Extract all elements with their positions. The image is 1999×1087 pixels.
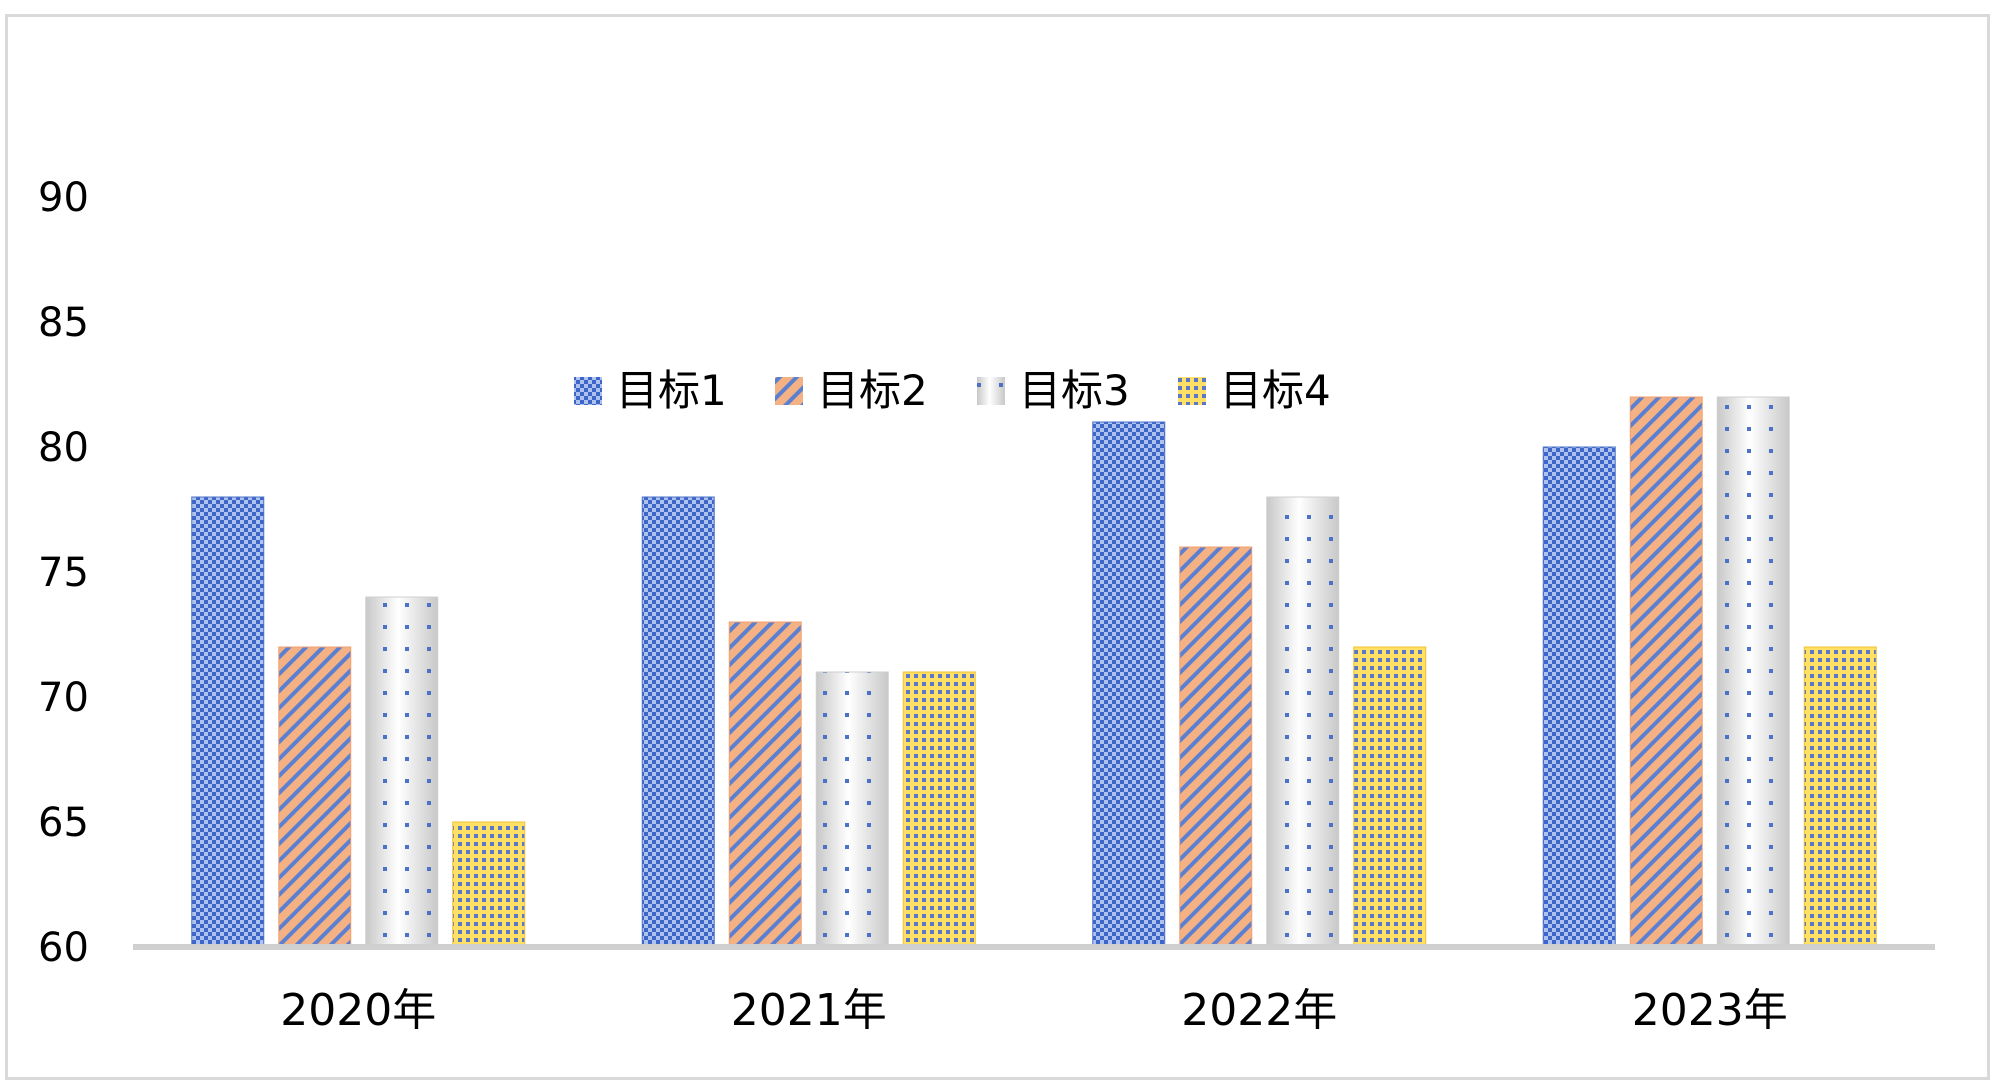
legend-swatch xyxy=(775,377,803,405)
y-tick-label: 90 xyxy=(38,175,89,221)
bar xyxy=(815,671,889,948)
y-tick-label: 60 xyxy=(38,925,89,971)
bar xyxy=(1266,496,1340,948)
legend-swatch xyxy=(1178,377,1206,405)
bar xyxy=(365,596,439,948)
y-tick-label: 85 xyxy=(38,300,89,346)
legend-label: 目标1 xyxy=(616,366,727,415)
bar-series xyxy=(191,396,1877,948)
bar xyxy=(1353,646,1427,948)
bar xyxy=(191,496,265,948)
x-category-label: 2022年 xyxy=(1181,985,1337,1036)
bar xyxy=(1629,396,1703,948)
bar xyxy=(902,671,976,948)
legend-label: 目标2 xyxy=(817,366,928,415)
bar xyxy=(641,496,715,948)
legend-label: 目标3 xyxy=(1019,366,1130,415)
y-tick-label: 70 xyxy=(38,675,89,721)
bar xyxy=(1803,646,1877,948)
bar xyxy=(1542,446,1616,948)
bar xyxy=(278,646,352,948)
bar xyxy=(1179,546,1253,948)
x-category-label: 2023年 xyxy=(1632,985,1788,1036)
legend-label: 目标4 xyxy=(1220,366,1331,415)
legend: 目标1 目标2 目标3 目标4 xyxy=(574,366,1331,415)
y-tick-label: 65 xyxy=(38,800,89,846)
bar xyxy=(1716,396,1790,948)
y-axis-tick-labels: 60 65 70 75 80 85 90 xyxy=(38,175,89,971)
y-tick-label: 80 xyxy=(38,425,89,471)
bar xyxy=(1092,421,1166,948)
legend-swatch xyxy=(977,377,1005,405)
legend-swatch xyxy=(574,377,602,405)
bar xyxy=(728,621,802,948)
x-category-label: 2021年 xyxy=(731,985,887,1036)
x-axis-category-labels: 2020年 2021年 2022年 2023年 xyxy=(280,985,1787,1036)
y-tick-label: 75 xyxy=(38,550,89,596)
x-category-label: 2020年 xyxy=(280,985,436,1036)
bar xyxy=(452,821,526,948)
